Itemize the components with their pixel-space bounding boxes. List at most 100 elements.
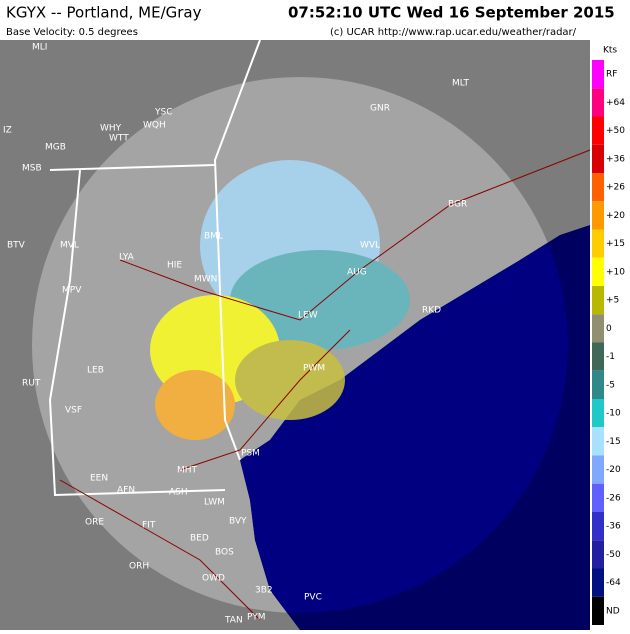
legend-label: -50: [606, 550, 621, 560]
legend-swatch: [592, 173, 604, 202]
echo: [235, 340, 345, 420]
place-label: WTT: [109, 134, 129, 144]
places: MLI MLT GNR YSC WHY WQH WTT MGB MSB IZ BGR BML MVL BT…: [3, 43, 470, 626]
place-label: AFN: [117, 486, 135, 496]
legend-swatch: [592, 568, 604, 597]
place-label: RKD: [422, 306, 441, 316]
place-label: IZ: [3, 126, 12, 136]
place-label: BTV: [7, 241, 26, 251]
legend-swatch: [592, 370, 604, 399]
place-label: BED: [190, 534, 209, 544]
station: KGYX -- Portland, ME/Gray: [6, 4, 202, 22]
legend-label: -5: [606, 380, 615, 390]
timestamp: 07:52:10 UTC Wed 16 September 2015: [288, 4, 615, 22]
place-label: LWM: [204, 498, 225, 508]
legend-swatch: [592, 88, 604, 117]
legend-swatch: [592, 483, 604, 512]
place-label: PWM: [303, 364, 325, 374]
header-bar: [0, 0, 630, 40]
place-label: TAN: [224, 616, 243, 626]
place-label: PVC: [304, 593, 322, 603]
place-label: GNR: [370, 104, 390, 114]
place-label: FIT: [142, 521, 156, 531]
place-label: ORH: [129, 562, 149, 572]
place-label: MPV: [62, 286, 82, 296]
place-label: PSM: [241, 449, 260, 459]
legend-swatch: [592, 427, 604, 456]
legend-swatch: [592, 540, 604, 569]
place-label: MVL: [60, 241, 79, 251]
echoes: [150, 160, 410, 440]
state-borders: [48, 39, 261, 497]
place-label: LYA: [119, 253, 135, 263]
place-label: AUG: [347, 268, 367, 278]
legend-label: -1: [606, 352, 615, 362]
legend-label: RF: [606, 70, 617, 80]
echo: [155, 370, 235, 440]
place-label: MSB: [22, 164, 42, 174]
legend-swatch: [592, 596, 604, 625]
legend-swatch: [592, 201, 604, 230]
place-label: MWN: [194, 275, 217, 285]
legend-label: +50: [606, 126, 625, 136]
legend-unit: Kts: [603, 46, 617, 56]
place-label: MGB: [45, 143, 66, 153]
place-label: EEN: [90, 474, 108, 484]
legend-label: +20: [606, 211, 625, 221]
echo: [230, 250, 410, 350]
legend-label: +5: [606, 296, 619, 306]
legend-swatch: [592, 342, 604, 371]
place-label: LEB: [87, 366, 104, 376]
place-label: WHY: [100, 124, 122, 134]
place-label: MHT: [177, 466, 198, 476]
roads: [59, 149, 591, 621]
road: [59, 479, 261, 621]
place-label: OWD: [202, 574, 225, 584]
place-label: BML: [204, 232, 223, 242]
legend-label: -10: [606, 409, 621, 419]
legend-swatch: [592, 314, 604, 343]
legend-swatch: [592, 455, 604, 484]
border: [49, 164, 216, 171]
place-label: RUT: [22, 379, 41, 389]
road: [179, 329, 351, 471]
legend-label: ND: [606, 606, 620, 616]
legend-swatch: [592, 286, 604, 315]
legend-label: -15: [606, 437, 621, 447]
place-label: ORE: [85, 518, 104, 528]
place-label: BGR: [448, 200, 467, 210]
legend-label: +36: [606, 154, 625, 164]
legend-label: -64: [606, 578, 621, 588]
place-label: YSC: [154, 108, 173, 118]
border: [213, 39, 261, 461]
legend-swatch: [592, 512, 604, 541]
legend-label: -26: [606, 493, 621, 503]
legend-label: +64: [606, 98, 625, 108]
product: Base Velocity: 0.5 degrees: [6, 27, 138, 38]
place-label: WVL: [360, 241, 380, 251]
border: [48, 169, 226, 497]
legend-label: +10: [606, 267, 625, 277]
place-label: MLI: [32, 43, 47, 53]
legend-swatch: [592, 229, 604, 258]
legend-swatch: [592, 60, 604, 89]
place-label: LEW: [298, 311, 318, 321]
legend-label: +15: [606, 239, 625, 249]
legend-swatch: [592, 144, 604, 173]
place-label: VSF: [65, 406, 82, 416]
road: [119, 149, 591, 321]
legend-label: -36: [606, 522, 621, 532]
legend-label: +26: [606, 183, 625, 193]
place-label: WQH: [143, 121, 166, 131]
legend-swatch: [592, 399, 604, 428]
legend-swatch: [592, 257, 604, 286]
place-label: BOS: [215, 548, 234, 558]
legend-label: 0: [606, 324, 612, 334]
place-label: BVY: [229, 517, 247, 527]
place-label: 3B2: [255, 586, 273, 596]
legend-label: -20: [606, 465, 621, 475]
place-label: PYM: [247, 613, 266, 623]
place-label: MLT: [452, 79, 470, 89]
legend-swatch: [592, 116, 604, 145]
